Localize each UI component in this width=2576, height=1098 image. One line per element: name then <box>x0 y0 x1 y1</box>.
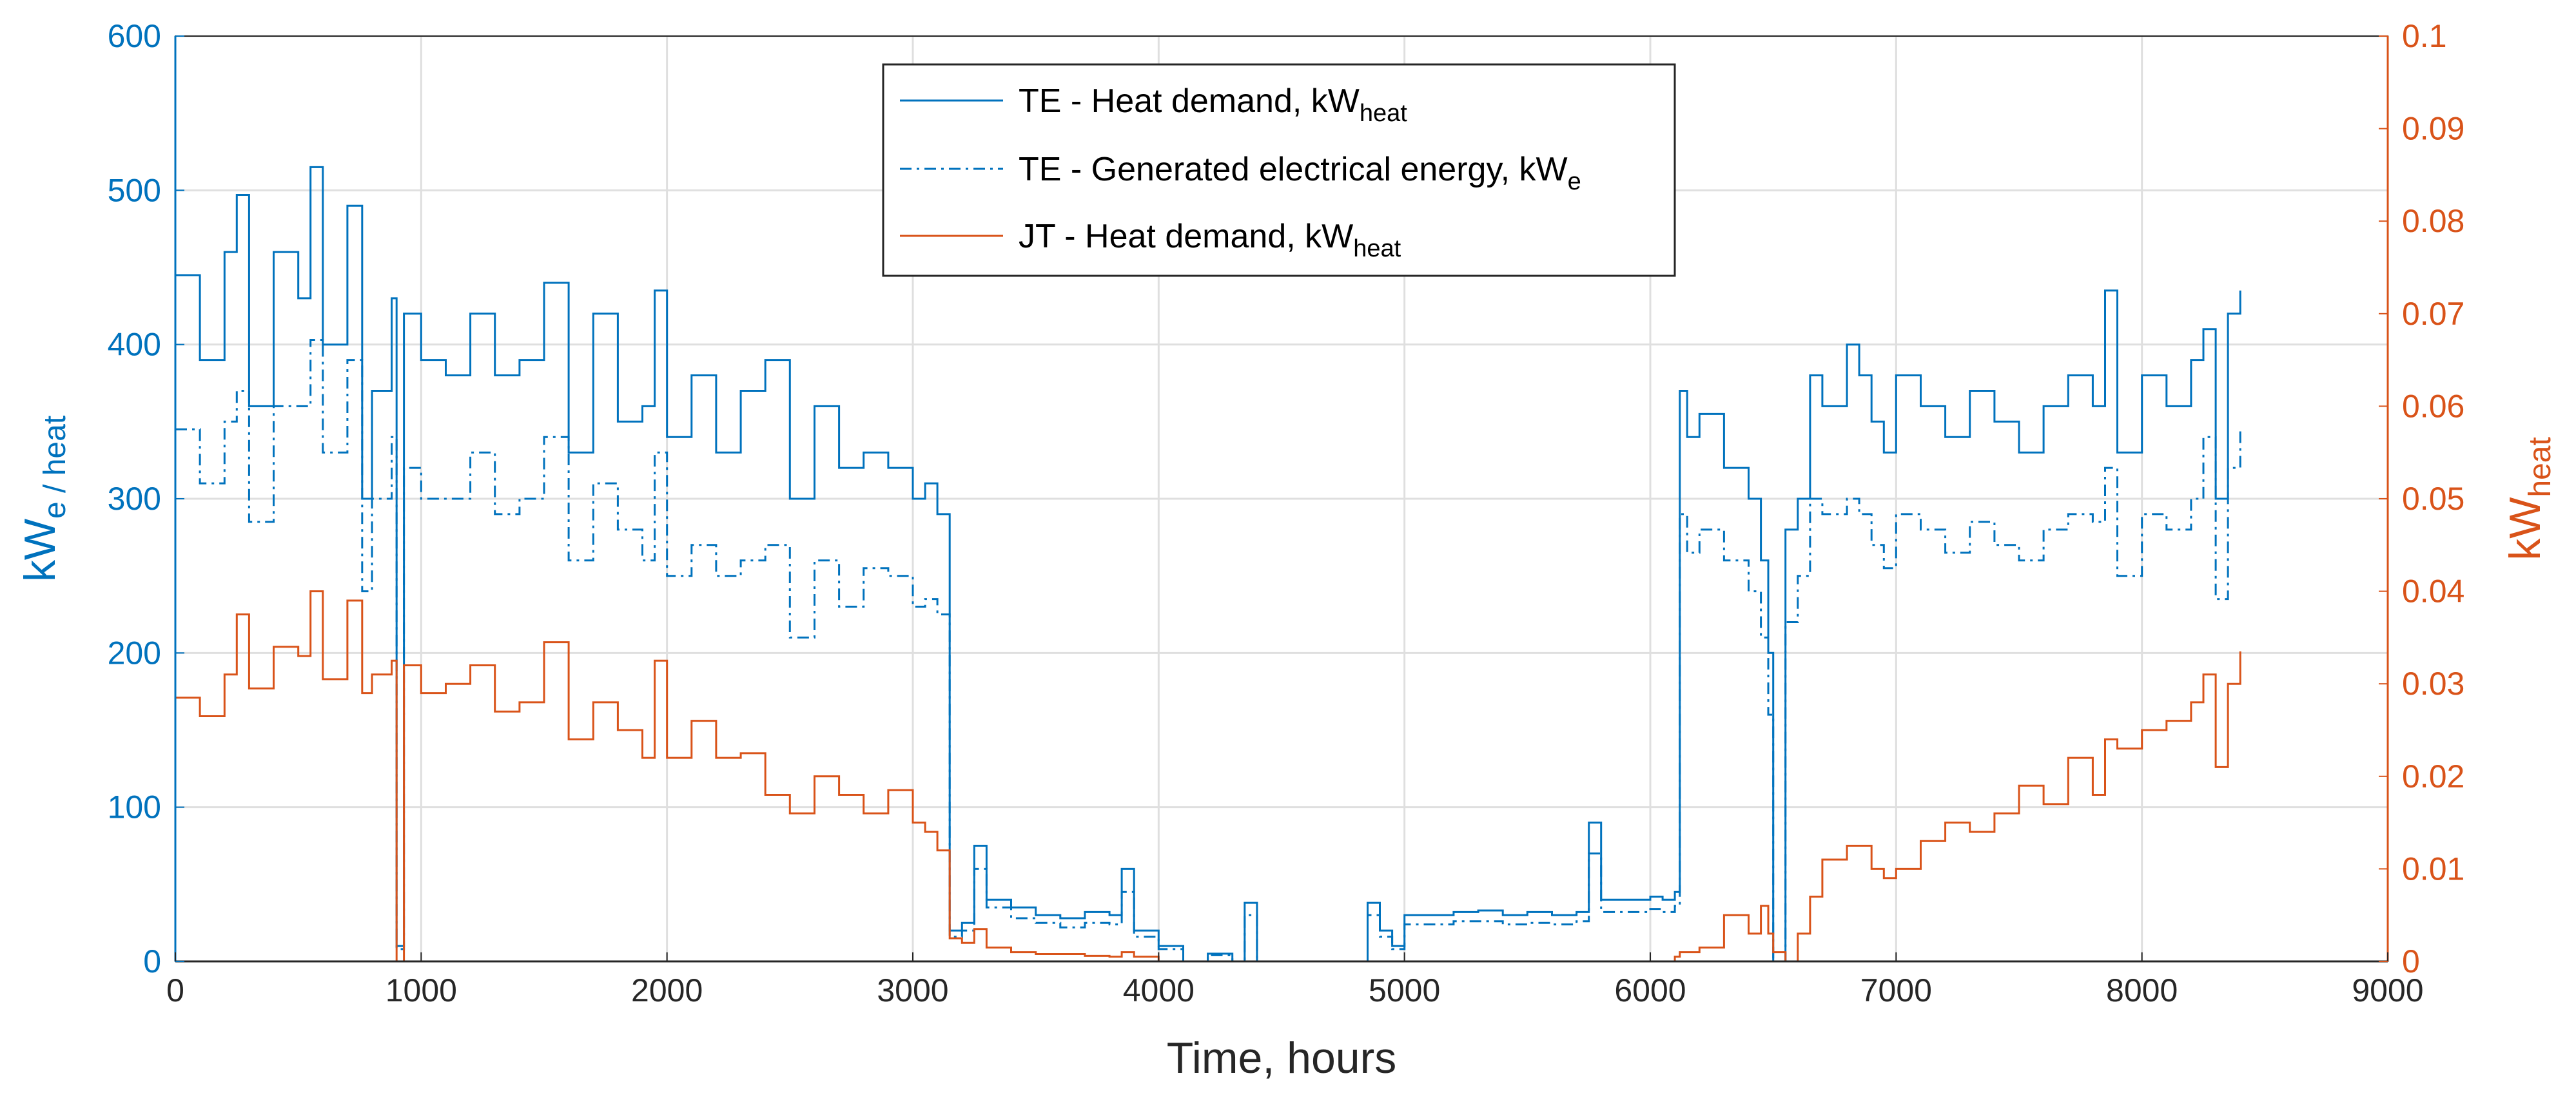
y-right-tick-label: 0.07 <box>2402 296 2464 332</box>
legend-label-te-electric: TE - Generated electrical energy, kWe <box>1019 151 1581 195</box>
series <box>175 166 2241 963</box>
legend-box <box>882 63 1676 277</box>
legend-label-te-heat: TE - Heat demand, kWheat <box>1019 82 1407 127</box>
x-tick-label: 6000 <box>1614 972 1686 1008</box>
y-left-tick-label: 300 <box>108 481 161 517</box>
y-right-tick-label: 0.1 <box>2402 18 2447 54</box>
y-right-tick-label: 0.01 <box>2402 851 2464 887</box>
y-left-tick-label: 400 <box>108 327 161 363</box>
y-right-axis-label: kWheat <box>2501 437 2557 561</box>
x-tick-label: 8000 <box>2106 972 2178 1008</box>
y-left-tick-label: 500 <box>108 172 161 208</box>
legend-te-electric-sub: e <box>1568 168 1581 195</box>
x-tick-label: 1000 <box>385 972 457 1008</box>
y-right-label-base: kW <box>2501 497 2550 561</box>
y-right-tick-label: 0.08 <box>2402 203 2464 239</box>
legend-label-jt-heat: JT - Heat demand, kWheat <box>1019 218 1401 262</box>
y-right-tick-label: 0.09 <box>2402 111 2464 147</box>
series-line-0 <box>175 166 2241 963</box>
y-left-label-sub: e / heat <box>38 416 72 519</box>
ticks: 0 1000 2000 3000 4000 5000 6000 7000 8000 9000010… <box>108 18 2465 1008</box>
x-tick-label: 3000 <box>877 972 948 1008</box>
series-line-1 <box>175 339 2241 963</box>
legend-jt-heat-sub: heat <box>1353 235 1401 262</box>
y-left-tick-label: 0 <box>143 943 161 979</box>
legend-te-heat-main: TE - Heat demand, kW <box>1019 82 1360 120</box>
x-tick-label: 4000 <box>1123 972 1195 1008</box>
y-left-tick-label: 100 <box>108 789 161 825</box>
x-tick-label: 5000 <box>1369 972 1440 1008</box>
legend: TE - Heat demand, kWheat TE - Generated … <box>882 63 1676 277</box>
y-left-tick-label: 200 <box>108 635 161 671</box>
y-right-tick-label: 0.03 <box>2402 666 2464 702</box>
x-axis-label: Time, hours <box>1167 1034 1396 1083</box>
legend-te-heat-sub: heat <box>1360 100 1407 127</box>
x-tick-label: 2000 <box>631 972 703 1008</box>
y-right-tick-label: 0.04 <box>2402 573 2464 610</box>
y-right-tick-label: 0.06 <box>2402 388 2464 424</box>
x-tick-label: 0 <box>166 972 184 1008</box>
y-left-axis-label: kWe / heat <box>15 416 72 582</box>
y-left-tick-label: 600 <box>108 18 161 54</box>
legend-te-electric-main: TE - Generated electrical energy, kW <box>1019 151 1568 188</box>
y-right-tick-label: 0.02 <box>2402 758 2464 795</box>
y-left-label-base: kW <box>15 519 64 582</box>
series-line-2 <box>175 590 2241 963</box>
y-right-tick-label: 0.05 <box>2402 481 2464 517</box>
legend-jt-heat-main: JT - Heat demand, kW <box>1019 218 1353 255</box>
x-tick-label: 9000 <box>2352 972 2423 1008</box>
y-right-label-sub: heat <box>2523 437 2557 497</box>
y-right-tick-label: 0 <box>2402 943 2420 979</box>
x-tick-label: 7000 <box>1860 972 1932 1008</box>
